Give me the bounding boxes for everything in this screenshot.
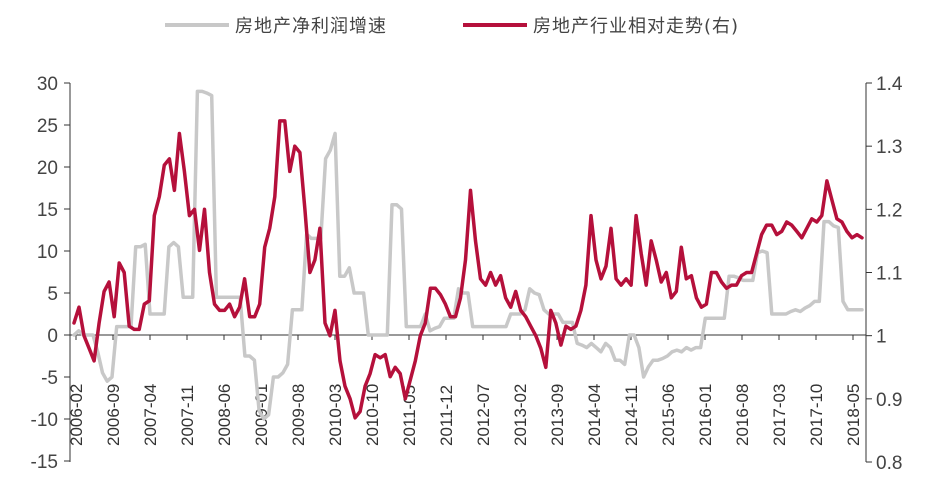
x-axis-tick-label: 2017-03 bbox=[770, 384, 789, 446]
x-axis-tick-label: 2015-06 bbox=[659, 384, 678, 446]
series-line-net-profit-growth bbox=[72, 89, 864, 421]
left-axis: 30 25 20 15 10 5 0 -5 -10 -15 bbox=[31, 74, 71, 473]
x-axis-tick-label: 2011-12 bbox=[437, 385, 456, 446]
legend-label-relative-trend: 房地产行业相对走势(右) bbox=[533, 16, 740, 37]
x-axis-tick-label: 2017-10 bbox=[807, 384, 826, 446]
x-axis-tick-label: 2014-11 bbox=[622, 385, 641, 446]
x-axis-tick-label: 2013-02 bbox=[511, 384, 530, 446]
x-axis-tick-label: 2010-10 bbox=[363, 384, 382, 446]
x-axis-tick-label: 2007-04 bbox=[141, 384, 160, 446]
x-axis-tick-label: 2012-07 bbox=[474, 384, 493, 446]
left-axis-tick-label: 30 bbox=[37, 74, 58, 95]
x-axis-tick-label: 2016-01 bbox=[696, 384, 715, 446]
x-axis-tick-label: 2006-02 bbox=[67, 384, 86, 446]
x-axis-tick-label: 2008-06 bbox=[215, 384, 234, 446]
x-axis: 2006-02 2006-09 2007-04 2007-11 2008-06 2009-… bbox=[67, 334, 866, 446]
right-axis-tick-label: 1.4 bbox=[876, 74, 903, 95]
legend-item-net-profit-growth: 房地产净利润增速 bbox=[165, 10, 387, 40]
legend-swatch-relative-trend bbox=[463, 23, 527, 27]
left-axis-tick-label: -10 bbox=[31, 410, 58, 431]
left-axis-tick-label: -5 bbox=[41, 368, 58, 389]
legend-item-relative-trend: 房地产行业相对走势(右) bbox=[463, 10, 739, 40]
legend: 房地产净利润增速 房地产行业相对走势(右) bbox=[0, 10, 939, 40]
right-axis-tick-label: 0.8 bbox=[876, 453, 902, 474]
right-axis: 1.4 1.3 1.2 1.1 1 0.9 0.8 bbox=[865, 74, 903, 474]
x-axis-tick-label: 2010-03 bbox=[326, 384, 345, 446]
left-axis-tick-label: 20 bbox=[37, 158, 58, 179]
left-axis-tick-label: 25 bbox=[37, 116, 58, 137]
right-axis-tick-label: 1.3 bbox=[876, 137, 902, 158]
right-axis-tick-label: 1.2 bbox=[876, 200, 902, 221]
x-axis-tick-label: 2009-08 bbox=[289, 384, 308, 446]
x-axis-tick-label: 2016-08 bbox=[733, 384, 752, 446]
left-axis-tick-label: 5 bbox=[47, 284, 58, 305]
series-line-relative-trend bbox=[72, 119, 864, 420]
legend-label-net-profit-growth: 房地产净利润增速 bbox=[235, 16, 387, 37]
x-axis-tick-label: 2006-09 bbox=[104, 384, 123, 446]
x-axis-tick-label: 2007-11 bbox=[178, 385, 197, 446]
x-axis-tick-label: 2018-05 bbox=[844, 384, 863, 446]
legend-swatch-net-profit-growth bbox=[165, 23, 229, 27]
series-lines bbox=[72, 89, 864, 421]
left-axis-tick-label: 15 bbox=[37, 200, 58, 221]
right-axis-tick-label: 1.1 bbox=[876, 264, 902, 285]
right-axis-tick-label: 1 bbox=[876, 327, 887, 348]
left-axis-tick-label: 10 bbox=[37, 242, 58, 263]
x-axis-tick-label: 2013-09 bbox=[548, 384, 567, 446]
x-axis-tick-label: 2014-04 bbox=[585, 384, 604, 446]
left-axis-tick-label: 0 bbox=[47, 326, 58, 347]
left-axis-tick-label: -15 bbox=[31, 452, 58, 473]
right-axis-tick-label: 0.9 bbox=[876, 390, 902, 411]
